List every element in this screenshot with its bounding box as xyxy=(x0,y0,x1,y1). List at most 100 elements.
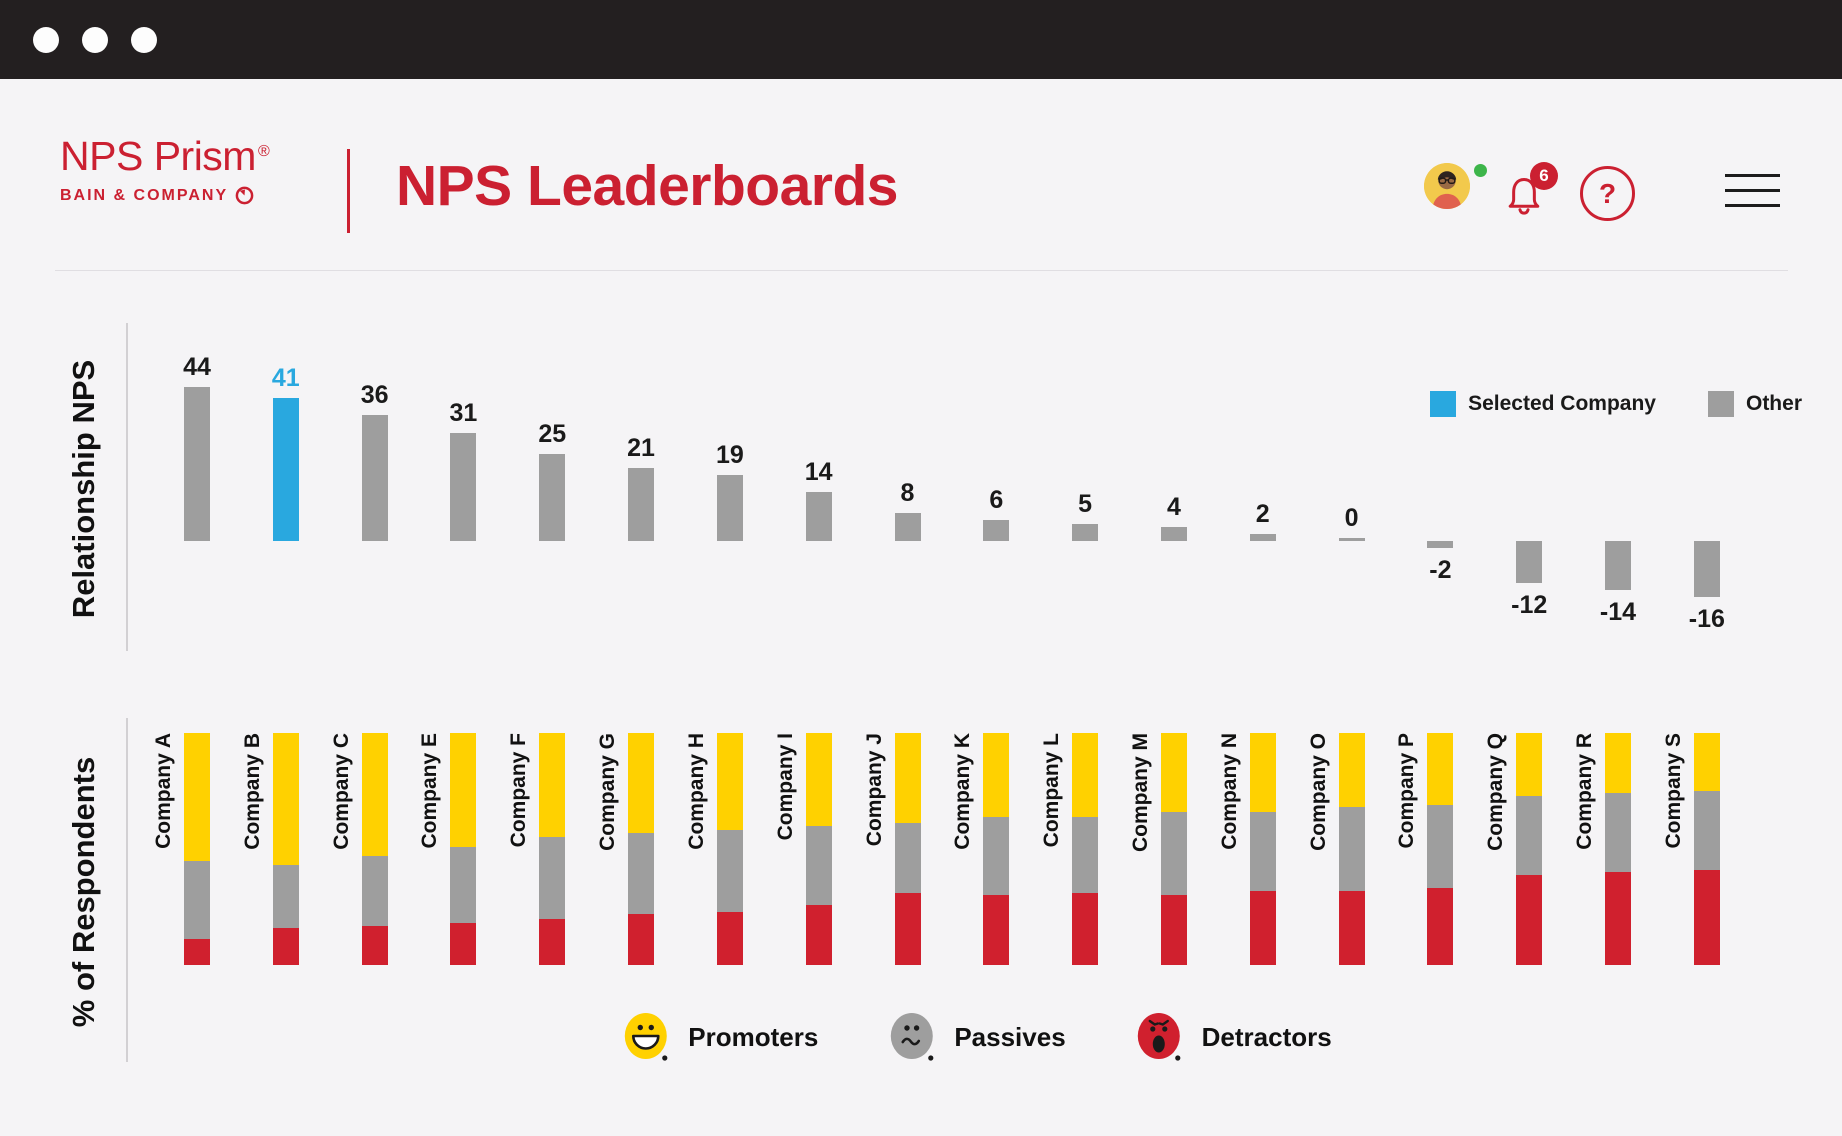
stacked-bar-company-p[interactable] xyxy=(1427,733,1454,965)
stacked-bar-company-q[interactable] xyxy=(1516,733,1543,965)
online-status-dot xyxy=(1474,164,1487,177)
nps-bar-company-o[interactable] xyxy=(1338,538,1365,541)
detractors-segment xyxy=(1160,895,1187,965)
nps-value-label: 31 xyxy=(449,398,478,427)
nps-bar-company-c[interactable] xyxy=(361,415,388,541)
passive-face-icon xyxy=(890,1013,934,1061)
stacked-bar-company-k[interactable] xyxy=(983,733,1010,965)
detractors-segment xyxy=(1249,890,1276,965)
nps-bar-company-h[interactable] xyxy=(716,474,743,541)
company-label: Company L xyxy=(1040,733,1064,848)
window-controls xyxy=(33,27,157,53)
nps-bar-column: 44 xyxy=(150,325,211,655)
detractors-segment xyxy=(184,939,210,965)
nps-bar-company-g[interactable] xyxy=(628,467,655,541)
stacked-bar-company-l[interactable] xyxy=(1072,733,1099,965)
nps-bar-company-s[interactable] xyxy=(1693,541,1720,597)
stacked-bar-company-s[interactable] xyxy=(1693,733,1720,965)
nps-bar-column: -2 xyxy=(1393,325,1454,655)
nps-bar-company-i[interactable] xyxy=(805,492,832,541)
promoters-segment xyxy=(805,733,832,826)
detractors-segment xyxy=(1693,869,1720,965)
help-button[interactable]: ? xyxy=(1580,166,1635,221)
legend-label-promoters: Promoters xyxy=(688,1021,819,1052)
nps-bar-company-a[interactable] xyxy=(184,387,210,541)
hamburger-menu[interactable] xyxy=(1725,174,1780,207)
nps-value-label: 19 xyxy=(715,440,744,469)
promoters-segment xyxy=(716,733,743,831)
nps-bar-company-e[interactable] xyxy=(450,432,477,541)
stacked-bar-company-g[interactable] xyxy=(628,733,655,965)
nps-bar-column: 0 xyxy=(1305,325,1365,655)
nps-value-label: -12 xyxy=(1511,591,1548,619)
stacked-bar-company-b[interactable] xyxy=(272,733,299,965)
nps-bar-company-n[interactable] xyxy=(1249,534,1276,541)
stacked-bar-company-m[interactable] xyxy=(1160,733,1187,965)
company-label: Company M xyxy=(1128,733,1152,853)
respondents-column: Company E xyxy=(416,733,477,965)
respondents-column: Company O xyxy=(1305,733,1365,965)
passives-segment xyxy=(1249,811,1276,891)
nps-bar-company-b[interactable] xyxy=(272,397,299,541)
window-control-dot[interactable] xyxy=(82,27,108,53)
nps-value-label: 0 xyxy=(1344,504,1359,532)
legend-label-detractors: Detractors xyxy=(1201,1021,1332,1052)
nps-bar-company-r[interactable] xyxy=(1605,541,1631,590)
passives-segment xyxy=(983,816,1010,896)
company-label: Company Q xyxy=(1484,733,1508,851)
nps-bar-company-k[interactable] xyxy=(983,520,1010,541)
respondents-column: Company F xyxy=(505,733,566,965)
nps-bar-company-l[interactable] xyxy=(1072,523,1099,541)
stacked-bar-company-h[interactable] xyxy=(716,733,743,965)
company-label: Company J xyxy=(862,733,886,847)
nps-value-label: -16 xyxy=(1688,605,1725,633)
respondents-column: Company J xyxy=(861,733,921,965)
company-label: Company P xyxy=(1395,733,1419,849)
nps-bar-column: 31 xyxy=(416,325,478,655)
nps-bar-column: 19 xyxy=(683,325,744,655)
notifications-button[interactable] xyxy=(1501,172,1547,218)
nps-bar-column: -16 xyxy=(1660,325,1725,655)
nps-prism-logo[interactable]: NPS Prism ® BAIN & COMPANY xyxy=(60,136,270,205)
stacked-bar-company-n[interactable] xyxy=(1249,733,1276,965)
passives-segment xyxy=(539,837,566,919)
logo-company-name: BAIN & COMPANY xyxy=(60,186,269,205)
detractors-segment xyxy=(539,918,566,965)
detractors-segment xyxy=(1427,888,1454,965)
nps-bar-company-q[interactable] xyxy=(1516,541,1543,583)
nps-bar-column: -12 xyxy=(1482,325,1547,655)
stacked-bar-company-f[interactable] xyxy=(539,733,566,965)
detractors-segment xyxy=(361,925,388,965)
passives-segment xyxy=(894,823,921,894)
nps-bar-column: 14 xyxy=(772,325,833,655)
nps-bar-column: 25 xyxy=(505,325,567,655)
nps-value-label: 6 xyxy=(989,486,1004,514)
nps-bar-company-m[interactable] xyxy=(1160,527,1187,541)
nps-bar-company-f[interactable] xyxy=(539,453,566,541)
nps-bar-column: -14 xyxy=(1571,325,1636,655)
passives-segment xyxy=(184,860,210,940)
promoters-segment xyxy=(1516,733,1543,796)
avatar[interactable] xyxy=(1424,163,1470,209)
promoters-segment xyxy=(361,733,388,856)
nps-bar-column: 8 xyxy=(861,325,921,655)
stacked-bar-company-a[interactable] xyxy=(184,733,210,965)
question-icon: ? xyxy=(1598,177,1617,209)
window-control-dot[interactable] xyxy=(131,27,157,53)
nps-value-label: 25 xyxy=(538,419,567,448)
promoters-segment xyxy=(1427,733,1454,805)
stacked-bar-company-r[interactable] xyxy=(1605,733,1631,965)
stacked-bar-company-e[interactable] xyxy=(450,733,477,965)
nps-bar-company-j[interactable] xyxy=(894,513,921,541)
detractors-segment xyxy=(1072,893,1099,965)
respondents-column: Company G xyxy=(594,733,655,965)
window-control-dot[interactable] xyxy=(33,27,59,53)
stacked-bar-company-i[interactable] xyxy=(805,733,832,965)
promoters-segment xyxy=(628,733,655,833)
nps-bar-company-p[interactable] xyxy=(1427,541,1454,548)
company-label: Company N xyxy=(1217,733,1241,850)
nps-value-label: 36 xyxy=(360,381,389,409)
stacked-bar-company-j[interactable] xyxy=(894,733,921,965)
stacked-bar-company-c[interactable] xyxy=(361,733,388,965)
stacked-bar-company-o[interactable] xyxy=(1338,733,1365,965)
